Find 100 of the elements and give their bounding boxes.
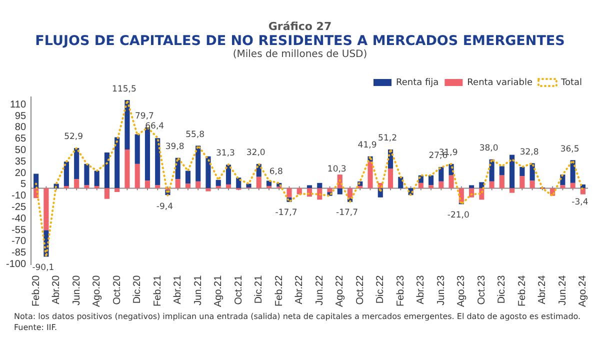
x-tick-label: Jun.21 bbox=[192, 274, 204, 306]
y-tick-label: 80 bbox=[14, 122, 26, 134]
bar bbox=[134, 134, 140, 164]
x-tick-label: Abr.23 bbox=[416, 274, 427, 304]
bar bbox=[124, 100, 130, 150]
bar bbox=[499, 166, 504, 176]
bar bbox=[520, 176, 525, 188]
data-label: 115,5 bbox=[112, 84, 136, 94]
bar bbox=[337, 188, 342, 194]
data-label: 38,0 bbox=[479, 143, 498, 154]
bar bbox=[94, 186, 100, 188]
x-tick-label: Dic.21 bbox=[254, 274, 265, 304]
bar bbox=[317, 182, 322, 188]
x-tick-label: Abr.21 bbox=[172, 274, 184, 304]
bar bbox=[327, 188, 332, 192]
data-label: -17,7 bbox=[275, 208, 298, 218]
data-label: -90,1 bbox=[32, 263, 54, 274]
y-tick-label: -100 bbox=[6, 259, 26, 270]
bar bbox=[144, 180, 150, 188]
y-tick-label: 95 bbox=[14, 110, 26, 122]
x-tick-label: Ago.20 bbox=[92, 274, 103, 308]
y-tick-label: -40 bbox=[12, 213, 26, 224]
bar bbox=[64, 162, 69, 186]
bar bbox=[226, 184, 232, 188]
bar bbox=[388, 168, 394, 188]
x-tick-label: Ago.22 bbox=[334, 274, 346, 308]
y-tick-label: 35 bbox=[14, 156, 26, 168]
bar bbox=[469, 185, 474, 188]
data-label: 39,8 bbox=[165, 142, 184, 152]
data-label: 10,3 bbox=[327, 164, 346, 174]
data-label: -17,7 bbox=[336, 208, 358, 218]
bar bbox=[236, 178, 242, 188]
bar bbox=[226, 164, 232, 184]
bar bbox=[428, 175, 434, 186]
bar bbox=[286, 188, 292, 198]
text: Nota: los datos positivos (negativos) implican una entrada (salida) neta de capitales a mercados emergentes. El dato de agosto es estimado. bbox=[14, 312, 581, 323]
x-tick-label: Oct.20 bbox=[112, 274, 123, 305]
bar bbox=[438, 166, 444, 182]
bar bbox=[489, 181, 494, 188]
data-label: 31,3 bbox=[216, 148, 235, 158]
bar bbox=[134, 164, 140, 188]
bar bbox=[428, 185, 434, 188]
legend-label: Renta variable bbox=[467, 78, 533, 88]
x-tick-label: Feb.20 bbox=[30, 274, 42, 306]
x-tick-label: Dic.22 bbox=[375, 274, 386, 304]
bar bbox=[306, 185, 312, 188]
bar bbox=[570, 182, 576, 188]
bar bbox=[196, 146, 201, 182]
bar bbox=[74, 148, 80, 180]
bar bbox=[114, 137, 120, 188]
bar bbox=[216, 186, 221, 188]
x-tick-label: Ago.24 bbox=[578, 274, 589, 308]
bar bbox=[114, 188, 120, 192]
data-label: 36,5 bbox=[560, 144, 580, 154]
y-tick-label: 20 bbox=[14, 168, 26, 179]
bar bbox=[64, 186, 69, 188]
data-label: -3,4 bbox=[572, 197, 588, 208]
bar bbox=[175, 179, 180, 188]
legend-label: Total bbox=[560, 78, 582, 88]
x-tick-label: Jun.22 bbox=[314, 274, 326, 306]
bar bbox=[499, 175, 504, 188]
bar bbox=[124, 149, 130, 188]
y-tick-label: 5 bbox=[20, 179, 26, 190]
x-tick-label: Dic.23 bbox=[496, 274, 508, 304]
data-label: 55,8 bbox=[186, 130, 205, 140]
bar bbox=[256, 176, 262, 188]
y-tick-label: -55 bbox=[12, 224, 26, 236]
data-label: -9,4 bbox=[156, 202, 174, 212]
x-tick-label: Feb.22 bbox=[274, 274, 285, 306]
legend-label: Renta fija bbox=[396, 78, 439, 88]
data-label: 52,9 bbox=[64, 132, 84, 142]
bar bbox=[94, 170, 100, 186]
x-tick-label: Oct.21 bbox=[233, 274, 244, 305]
x-tick-label: Jun.20 bbox=[71, 274, 82, 306]
x-tick-label: Feb.21 bbox=[152, 274, 164, 306]
chart-title: FLUJOS DE CAPITALES DE NO RESIDENTES A MERCADOS EMERGENTES bbox=[34, 33, 566, 50]
x-tick-label: Dic.20 bbox=[132, 274, 144, 304]
x-tick-label: Jun.24 bbox=[557, 274, 568, 306]
x-tick-label: Abr.20 bbox=[51, 274, 62, 304]
bar bbox=[530, 180, 535, 188]
bar bbox=[296, 188, 302, 194]
text: Gráfico 27 bbox=[267, 20, 333, 34]
bar bbox=[216, 180, 221, 186]
source-note: Fuente: IIF. bbox=[14, 322, 58, 334]
y-tick-label: -10 bbox=[12, 190, 26, 202]
x-tick-label: Jun.23 bbox=[436, 274, 447, 306]
data-label: 66,4 bbox=[145, 122, 164, 132]
data-label: 32,8 bbox=[520, 147, 539, 158]
bar bbox=[206, 156, 211, 188]
x-tick-label: Ago.23 bbox=[456, 274, 468, 308]
x-tick-label: Feb.24 bbox=[516, 274, 528, 306]
bar bbox=[206, 188, 211, 192]
y-tick-label: -70 bbox=[12, 236, 26, 248]
x-tick-label: Oct.23 bbox=[476, 274, 488, 305]
x-tick-label: Ago.21 bbox=[213, 274, 224, 308]
bar bbox=[74, 179, 80, 188]
bar bbox=[155, 185, 160, 188]
bar bbox=[418, 182, 424, 188]
bar bbox=[185, 184, 191, 188]
bar bbox=[155, 138, 160, 186]
